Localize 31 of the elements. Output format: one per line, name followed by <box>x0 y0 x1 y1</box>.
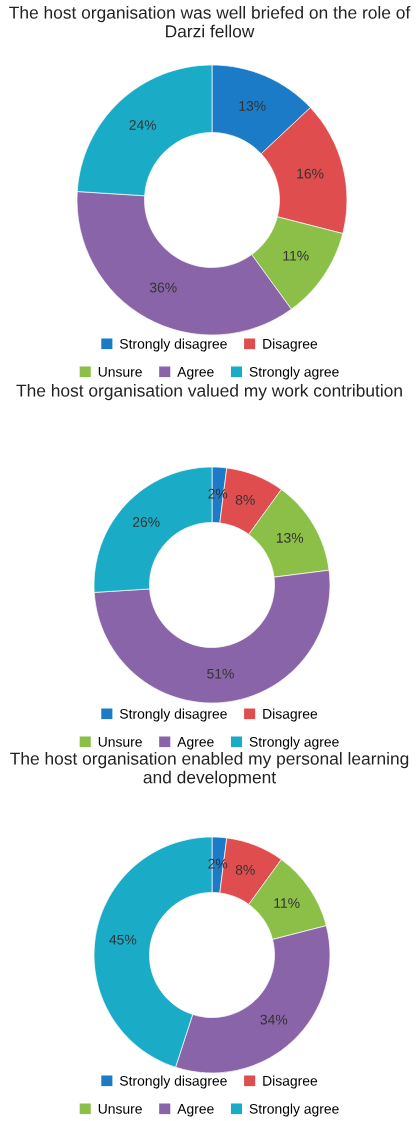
data-label: 51% <box>207 668 234 679</box>
legend-label: Disagree <box>263 338 318 352</box>
legend-label: Unsure <box>98 1104 142 1114</box>
legend-label: Strongly disagree <box>119 338 227 352</box>
chart-title: The host organisation valued my work contribution <box>16 384 402 401</box>
legend-label: Agree <box>177 367 214 380</box>
data-label: 8% <box>235 864 255 875</box>
legend-label: Agree <box>177 737 214 750</box>
data-label: 16% <box>297 168 324 179</box>
data-label: 13% <box>239 100 266 111</box>
data-label: 11% <box>283 250 309 261</box>
legend-label: Unsure <box>98 367 142 377</box>
legend-label: Strongly agree <box>249 1103 339 1117</box>
legend-label: Strongly disagree <box>119 1075 227 1089</box>
legend-label: Strongly disagree <box>119 708 227 722</box>
chart-title: The host organisation enabled my personal learning and development <box>10 752 409 787</box>
legend-label: Disagree <box>263 708 318 722</box>
legend-label: Agree <box>177 1104 214 1117</box>
data-label: 26% <box>133 517 160 527</box>
legend-label: Strongly agree <box>249 366 339 380</box>
data-label: 8% <box>235 494 255 505</box>
data-label: 24% <box>129 120 157 130</box>
data-label: 13% <box>276 532 304 543</box>
data-label: 45% <box>109 934 137 945</box>
legend-label: Strongly agree <box>249 736 339 750</box>
data-label: 36% <box>149 282 177 293</box>
legend-label: Unsure <box>98 737 142 747</box>
chart-title: The host organisation was well briefed on the role of Darzi fellow <box>9 6 411 38</box>
data-label: 11% <box>274 898 300 908</box>
legend-label: Disagree <box>263 1075 318 1089</box>
data-label: 34% <box>260 1014 288 1025</box>
